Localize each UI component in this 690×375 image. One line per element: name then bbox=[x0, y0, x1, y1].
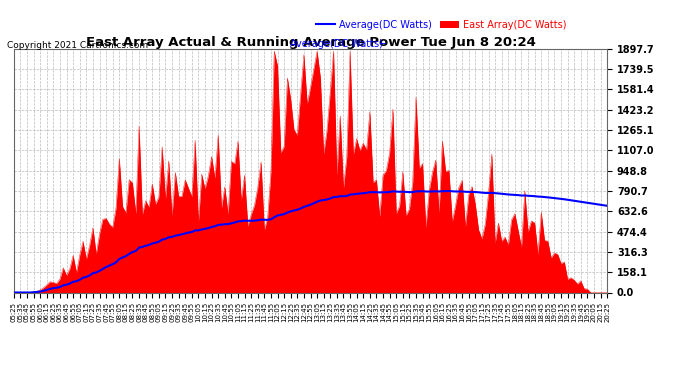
Text: ─: ─ bbox=[380, 39, 386, 50]
Title: East Array Actual & Running Average Power Tue Jun 8 20:24: East Array Actual & Running Average Powe… bbox=[86, 36, 535, 49]
Text: Average(DC Watts): Average(DC Watts) bbox=[290, 39, 383, 50]
Legend: Average(DC Watts), East Array(DC Watts): Average(DC Watts), East Array(DC Watts) bbox=[312, 16, 571, 34]
Text: Copyright 2021 Cartronics.com: Copyright 2021 Cartronics.com bbox=[7, 41, 148, 50]
